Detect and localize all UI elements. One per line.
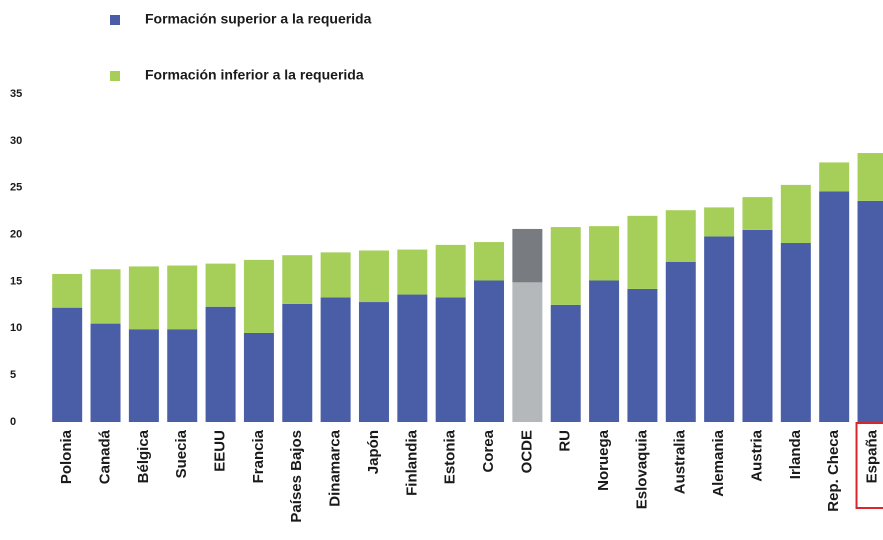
- bar-segment: [627, 215, 658, 289]
- y-tick-label: 30: [10, 135, 22, 147]
- bar-segment: [819, 191, 850, 422]
- bar-segment: [819, 162, 850, 192]
- x-tick-label: Australia: [672, 429, 689, 494]
- x-tick-label: Suecia: [173, 429, 190, 478]
- bar-segment: [780, 184, 811, 244]
- x-tick-label: Francia: [250, 429, 267, 483]
- bar-segment: [704, 207, 735, 237]
- legend-swatch: [110, 71, 120, 81]
- bar-segment: [665, 261, 696, 422]
- x-tick-label: Austria: [748, 429, 765, 481]
- bar-segment: [320, 252, 351, 298]
- bar-segment: [704, 236, 735, 422]
- bar-segment: [780, 243, 811, 422]
- bar-segment: [167, 265, 198, 330]
- bar-segment: [90, 323, 121, 422]
- x-tick-label: Estonia: [442, 429, 459, 484]
- bar-segment: [358, 302, 389, 422]
- bar-segment: [435, 244, 466, 298]
- bar-segment: [128, 266, 159, 330]
- bar-segment: [474, 242, 505, 281]
- bar-segment: [550, 304, 581, 422]
- x-tick-label: Noruega: [595, 429, 612, 491]
- x-tick-label: Dinamarca: [327, 429, 344, 506]
- legend-swatch: [110, 15, 120, 25]
- bar-segment: [512, 282, 543, 422]
- bar-segment: [589, 280, 620, 422]
- bar-segment: [512, 228, 543, 283]
- highlight-box: [855, 422, 883, 509]
- x-tick-label: Canadá: [96, 429, 113, 484]
- bar-segment: [205, 263, 236, 307]
- x-tick-label: España: [863, 429, 880, 483]
- bar-segment: [397, 249, 428, 295]
- bar-segment: [550, 227, 581, 305]
- bar-segment: [627, 288, 658, 422]
- bar-segment: [742, 197, 773, 230]
- y-tick-label: 0: [10, 416, 16, 428]
- x-tick-label: Finlandia: [403, 429, 420, 495]
- x-tick-label: Polonia: [58, 429, 75, 484]
- x-tick-label: OCDE: [518, 430, 535, 473]
- x-tick-label: Irlanda: [787, 429, 804, 479]
- bar-segment: [589, 226, 620, 281]
- bar-segment: [167, 329, 198, 422]
- x-tick-label: Alemania: [710, 429, 727, 496]
- y-tick-label: 25: [10, 182, 22, 194]
- bar-segment: [243, 259, 274, 333]
- bar-segment: [665, 210, 696, 262]
- bar-segment: [205, 306, 236, 422]
- bar-segment: [243, 332, 274, 422]
- y-tick-label: 35: [10, 88, 22, 100]
- x-tick-label: Rep. Checa: [825, 429, 842, 511]
- bar-segment: [857, 153, 883, 201]
- bar-segment: [320, 297, 351, 422]
- x-tick-label: Eslovaquia: [633, 429, 650, 509]
- bar-segment: [52, 307, 83, 422]
- bar-segment: [90, 269, 121, 324]
- bar-segment: [857, 200, 883, 422]
- y-tick-label: 5: [10, 369, 16, 381]
- bar-segment: [435, 297, 466, 422]
- legend-label: Formación superior a la requerida: [145, 11, 372, 27]
- y-tick-label: 20: [10, 228, 22, 240]
- legend-label: Formación inferior a la requerida: [145, 67, 364, 83]
- bar-segment: [128, 329, 159, 422]
- bar-segment: [282, 303, 313, 422]
- y-tick-label: 10: [10, 322, 22, 334]
- bar-segment: [397, 294, 428, 422]
- x-tick-label: Japón: [365, 430, 382, 474]
- bar-segment: [474, 280, 505, 422]
- x-tick-label: Países Bajos: [288, 430, 305, 523]
- x-tick-label: RU: [557, 430, 574, 452]
- x-tick-label: Bélgica: [135, 429, 152, 483]
- x-tick-label: Corea: [480, 429, 497, 472]
- bar-segment: [742, 229, 773, 422]
- bar-segment: [52, 273, 83, 308]
- bar-segment: [282, 255, 313, 304]
- x-tick-label: EEUU: [212, 430, 229, 472]
- y-tick-label: 15: [10, 275, 22, 287]
- bar-segment: [358, 250, 389, 303]
